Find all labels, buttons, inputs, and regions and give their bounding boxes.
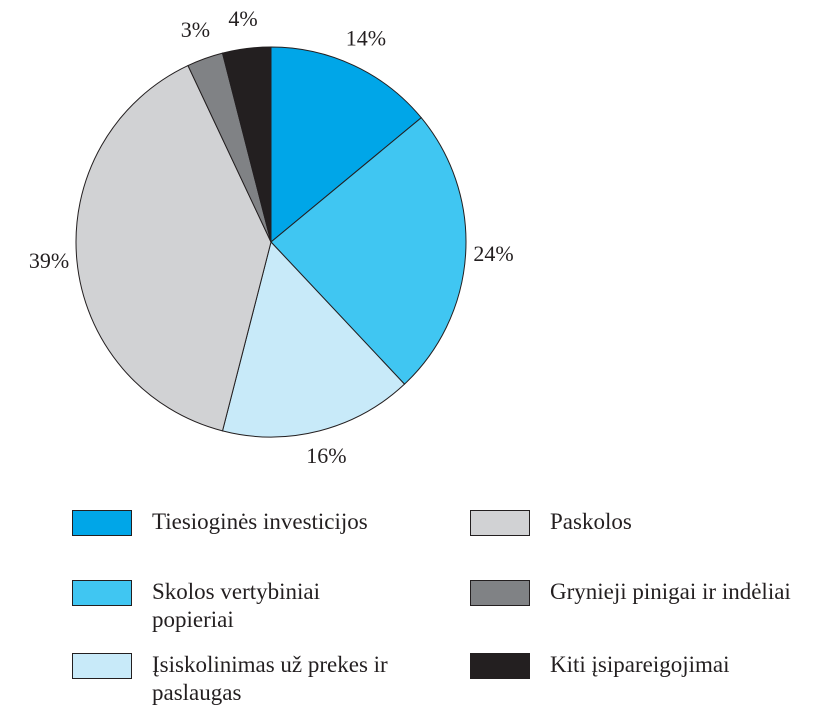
pie-slice [75, 64, 272, 432]
legend-label: Grynieji pinigai ir indėliai [550, 579, 791, 604]
data-label: 24% [473, 241, 513, 266]
legend-swatch [72, 510, 132, 536]
legend-label: Kiti įsipareigojimai [550, 652, 730, 677]
chart: 14% 24% 16% 39% 3% 4% [29, 6, 514, 468]
legend-swatch [470, 580, 530, 606]
legend-item: Grynieji pinigai ir indėliai [470, 578, 805, 606]
legend-item: Įsiskolinimas už prekes ir paslaugas [72, 651, 407, 707]
pie-slice [221, 240, 406, 438]
legend-item: Skolos vertybiniai popieriai [72, 578, 407, 634]
pie-slice [221, 46, 272, 243]
legend-label: Įsiskolinimas už prekes ir paslaugas [152, 652, 388, 705]
pie-slice [270, 46, 422, 244]
legend-item: Kiti įsipareigojimai [470, 651, 805, 679]
legend-swatch [72, 653, 132, 679]
legend-swatch [72, 580, 132, 606]
data-label: 14% [346, 25, 386, 50]
legend-label: Skolos vertybiniai popieriai [152, 579, 321, 632]
legend-item: Paskolos [470, 508, 805, 536]
legend-item: Tiesioginės investicijos [72, 508, 407, 536]
pie-slice [270, 116, 467, 385]
legend-label: Paskolos [550, 509, 632, 534]
legend-swatch [470, 510, 530, 536]
data-label: 39% [29, 248, 69, 273]
legend-swatch [470, 653, 530, 679]
data-label: 4% [228, 6, 257, 31]
data-label: 3% [181, 17, 210, 42]
legend-label: Tiesioginės investicijos [152, 509, 368, 534]
data-label: 16% [306, 443, 346, 468]
